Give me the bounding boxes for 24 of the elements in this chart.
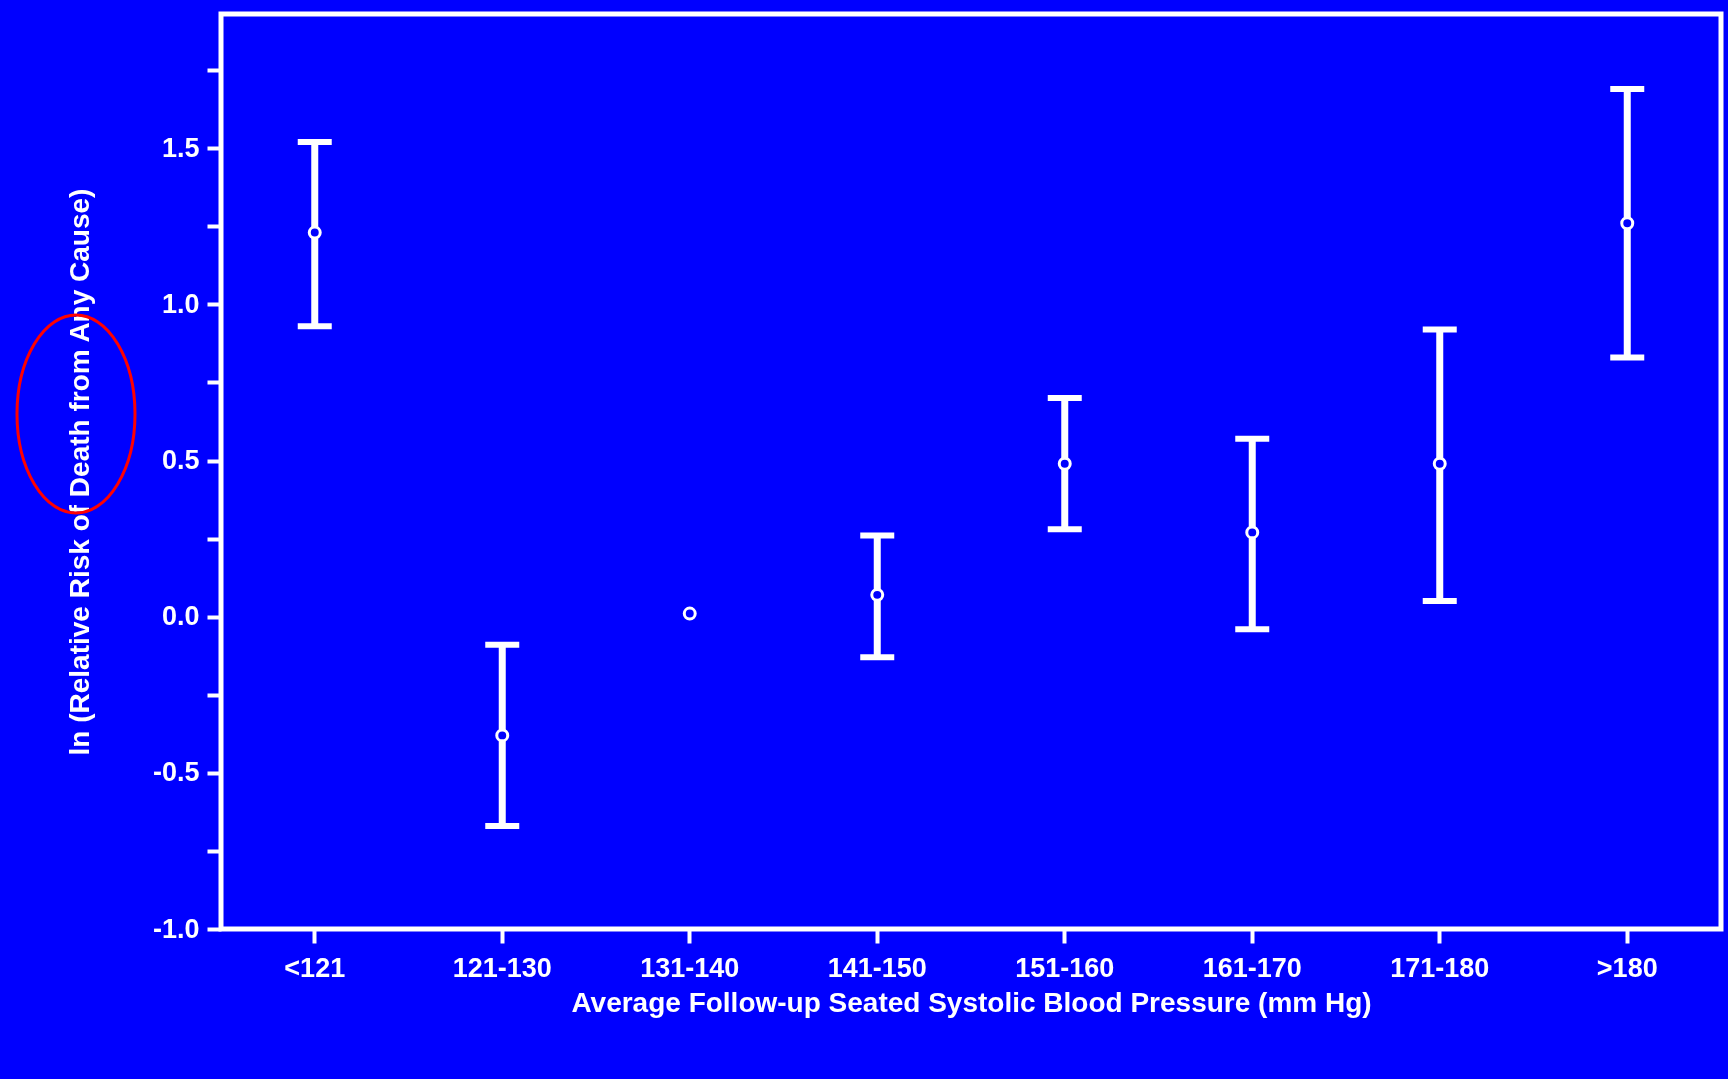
x-tick-label: 151-160 xyxy=(1015,952,1115,983)
y-tick-label: 0.0 xyxy=(161,601,200,632)
point xyxy=(1620,216,1635,231)
x-tick-label: 161-170 xyxy=(1202,952,1302,983)
y-tick-label: 1.5 xyxy=(161,132,200,163)
y-tick-label: -1.0 xyxy=(152,913,200,944)
x-tick-label: 141-150 xyxy=(827,952,927,983)
x-tick-label: 171-180 xyxy=(1390,952,1490,983)
x-axis-title: Average Follow-up Seated Systolic Blood Pressure (mm Hg) xyxy=(571,986,1372,1018)
point xyxy=(870,587,885,602)
point xyxy=(1057,456,1072,471)
y-axis-title: ln (Relative Risk of Death from Any Cause) xyxy=(63,188,95,756)
y-tick-label: 1.0 xyxy=(161,288,200,319)
y-tick-label: -0.5 xyxy=(152,757,200,788)
y-tick-label: 0.5 xyxy=(161,445,200,476)
x-tick-label: <121 xyxy=(284,952,346,983)
x-tick-label: 131-140 xyxy=(640,952,740,983)
point xyxy=(1432,456,1447,471)
point xyxy=(682,606,697,621)
point xyxy=(495,728,510,743)
x-tick-label: >180 xyxy=(1596,952,1658,983)
point xyxy=(1245,525,1260,540)
point xyxy=(307,225,322,240)
x-tick-label: 121-130 xyxy=(452,952,552,983)
